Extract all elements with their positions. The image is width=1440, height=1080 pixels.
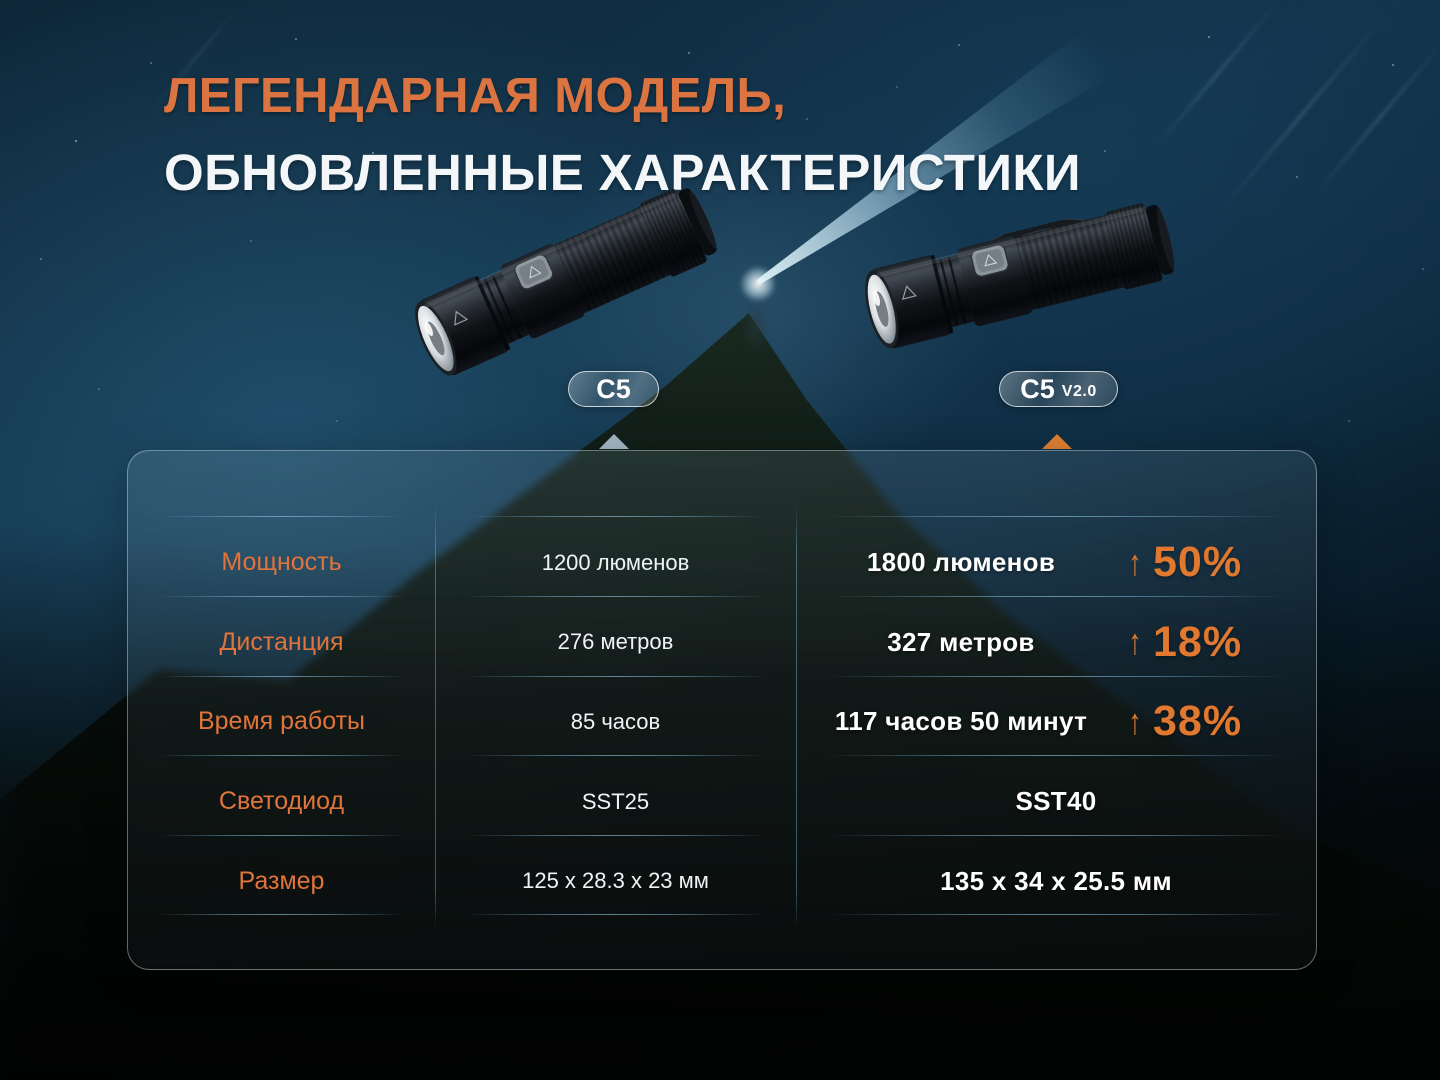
badge-c5-v2-version: V2.0: [1061, 382, 1097, 400]
row-separator: [128, 755, 1316, 756]
badge-c5: C5: [568, 371, 659, 407]
delta-badge: ↑ 38%: [1126, 697, 1316, 746]
delta-percent: 18%: [1153, 617, 1243, 666]
flashlight-c5-image: [403, 177, 727, 384]
stars: [0, 0, 2, 2]
delta-percent: 38%: [1153, 697, 1243, 746]
flashlight-c5-v2-drawing: [865, 203, 1175, 349]
badge-c5-label: C5: [596, 373, 631, 404]
table-row-size: Размер 125 x 28.3 x 23 мм 135 x 34 x 25.…: [128, 841, 1316, 921]
flashlight-c5-v2-image: [855, 195, 1182, 355]
climber-silhouette: [744, 298, 768, 354]
row-label: Светодиод: [218, 787, 345, 816]
delta-badge: ↑ 50%: [1126, 538, 1316, 587]
title-line-main: ОБНОВЛЕННЫЕ ХАРАКТЕРИСТИКИ: [164, 144, 1081, 201]
new-value-cell: 117 часов 50 минут ↑ 38%: [796, 697, 1316, 746]
new-value-cell: SST40: [796, 786, 1316, 817]
table-row-distance: Дистанция 276 метров 327 метров ↑ 18%: [128, 603, 1316, 683]
new-value-cell: 1800 люменов ↑ 50%: [796, 538, 1316, 587]
new-value: 135 x 34 x 25.5 мм: [940, 865, 1172, 896]
new-value: 327 метров: [887, 626, 1035, 657]
column-divider: [796, 505, 797, 929]
up-arrow-icon: ↑: [1128, 541, 1142, 583]
page-title: ЛЕГЕНДАРНАЯ МОДЕЛЬ, ОБНОВЛЕННЫЕ ХАРАКТЕР…: [164, 62, 1081, 207]
flashlight-c5-drawing: [415, 188, 717, 376]
table-row-led: Светодиод SST25 SST40: [128, 762, 1316, 842]
table-row-power: Мощность 1200 люменов 1800 люменов ↑ 50%: [128, 523, 1316, 603]
old-value: 1200 люменов: [541, 549, 690, 575]
delta-percent: 50%: [1153, 538, 1243, 587]
pointer-triangle-c5-v2: [1042, 434, 1072, 449]
badge-c5-v2-label: C5: [1020, 373, 1055, 404]
comparison-table: Мощность 1200 люменов 1800 люменов ↑ 50%…: [128, 523, 1316, 921]
badge-c5-v2: C5 V2.0: [999, 371, 1118, 407]
row-separator: [128, 835, 1316, 836]
row-separator: [128, 516, 1316, 517]
row-label: Размер: [238, 866, 325, 895]
new-value-cell: 135 x 34 x 25.5 мм: [796, 866, 1316, 897]
delta-badge: ↑ 18%: [1126, 618, 1316, 667]
row-label: Мощность: [221, 548, 342, 577]
row-label: Время работы: [197, 707, 366, 736]
pointer-triangle-c5: [599, 434, 629, 449]
row-separator: [128, 676, 1316, 677]
old-value: 276 метров: [557, 629, 674, 655]
comparison-panel: Мощность 1200 люменов 1800 люменов ↑ 50%…: [127, 450, 1317, 970]
row-label: Дистанция: [219, 627, 344, 656]
column-divider: [435, 505, 436, 929]
old-value: SST25: [581, 788, 650, 814]
old-value: 85 часов: [570, 708, 661, 734]
up-arrow-icon: ↑: [1128, 621, 1142, 663]
row-separator: [128, 596, 1316, 597]
beam-glow: [740, 266, 776, 302]
new-value: SST40: [1015, 786, 1097, 817]
row-separator: [128, 914, 1316, 915]
up-arrow-icon: ↑: [1128, 700, 1142, 742]
new-value-cell: 327 метров ↑ 18%: [796, 618, 1316, 667]
new-value: 117 часов 50 минут: [834, 706, 1088, 737]
new-value: 1800 люменов: [866, 547, 1056, 578]
table-row-runtime: Время работы 85 часов 117 часов 50 минут…: [128, 682, 1316, 762]
title-line-accent: ЛЕГЕНДАРНАЯ МОДЕЛЬ,: [164, 69, 787, 123]
old-value: 125 x 28.3 x 23 мм: [522, 868, 709, 894]
